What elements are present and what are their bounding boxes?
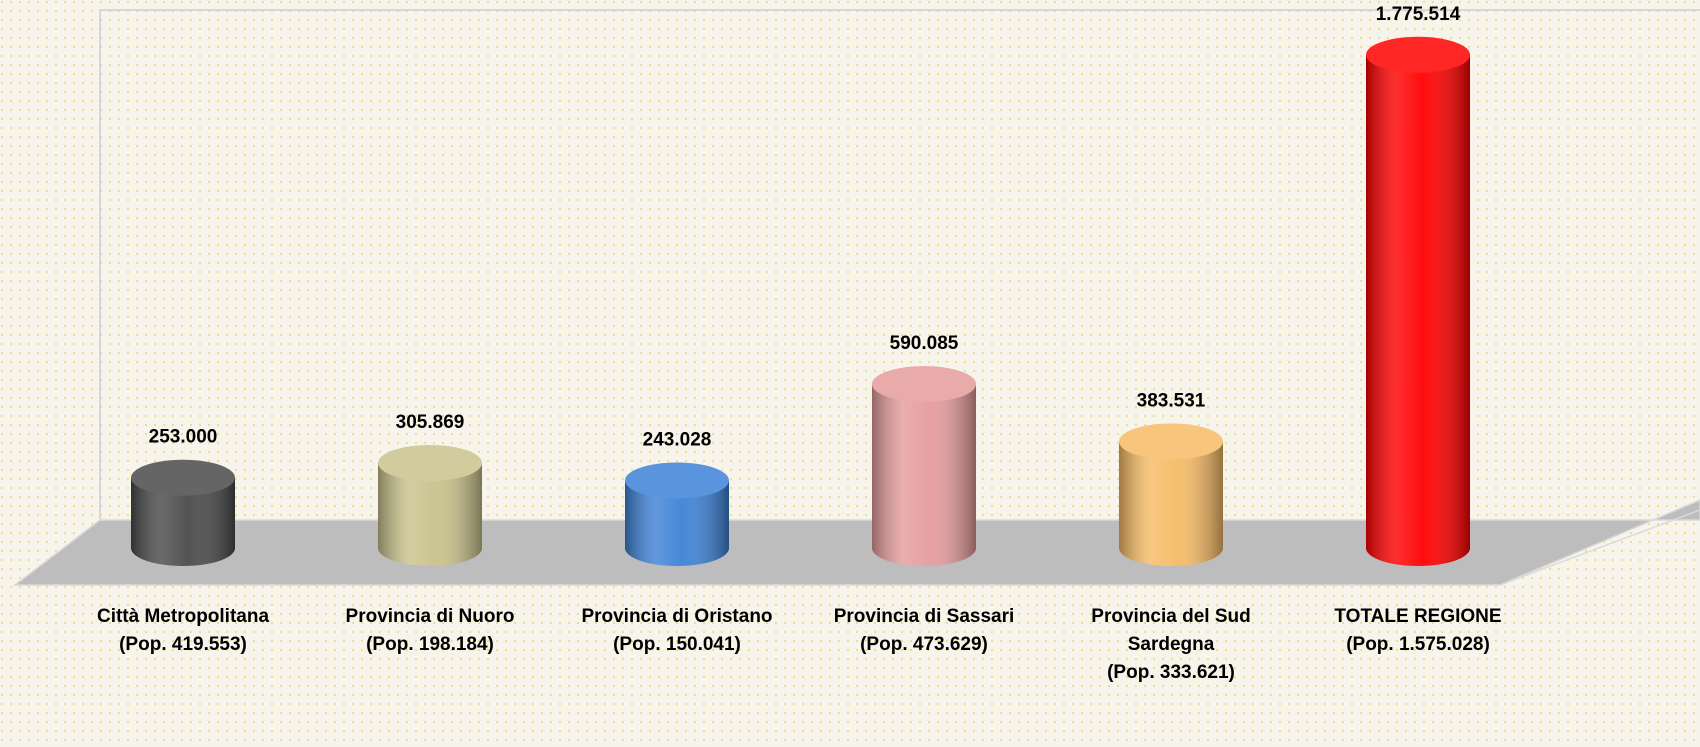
category-label: Sardegna (1128, 634, 1215, 655)
category-label: (Pop. 1.575.028) (1346, 634, 1490, 655)
value-label: 305.869 (396, 412, 465, 433)
bar-top-highlight (872, 366, 976, 403)
category-label: Provincia del Sud (1091, 606, 1250, 627)
value-label: 590.085 (890, 333, 959, 354)
bar-shading (625, 480, 729, 566)
bar-top (625, 462, 729, 499)
category-label: (Pop. 473.629) (860, 634, 988, 655)
category-label: Provincia di Oristano (581, 606, 772, 627)
category-label: Città Metropolitana (97, 606, 269, 627)
bar-top (1366, 36, 1470, 73)
bar-shading (872, 384, 976, 566)
category-label: (Pop. 150.041) (613, 634, 741, 655)
bar-shading (1119, 441, 1223, 566)
back-wall (99, 9, 1700, 520)
bar-shading (131, 477, 235, 566)
category-label: Provincia di Nuoro (346, 606, 515, 627)
category-label: (Pop. 198.184) (366, 634, 494, 655)
bar-top (378, 445, 482, 482)
category-label: (Pop. 333.621) (1107, 662, 1235, 683)
value-label: 253.000 (149, 427, 218, 448)
bar-top-highlight (378, 445, 482, 482)
category-label: (Pop. 419.553) (119, 634, 247, 655)
bar-top-highlight (1366, 36, 1470, 73)
bar-shading (1366, 54, 1470, 566)
floor-edge (1499, 509, 1700, 586)
bar-top (1119, 423, 1223, 460)
bar-top-highlight (131, 459, 235, 496)
value-label: 243.028 (643, 430, 712, 451)
value-label: 383.531 (1137, 390, 1206, 411)
bar-shading (378, 463, 482, 566)
category-label: Provincia di Sassari (834, 606, 1015, 627)
bar-top-highlight (625, 462, 729, 499)
bar-top-highlight (1119, 423, 1223, 460)
bar-top (131, 459, 235, 496)
category-label: TOTALE REGIONE (1334, 606, 1501, 627)
value-label: 1.775.514 (1376, 4, 1461, 25)
bar-top (872, 366, 976, 403)
